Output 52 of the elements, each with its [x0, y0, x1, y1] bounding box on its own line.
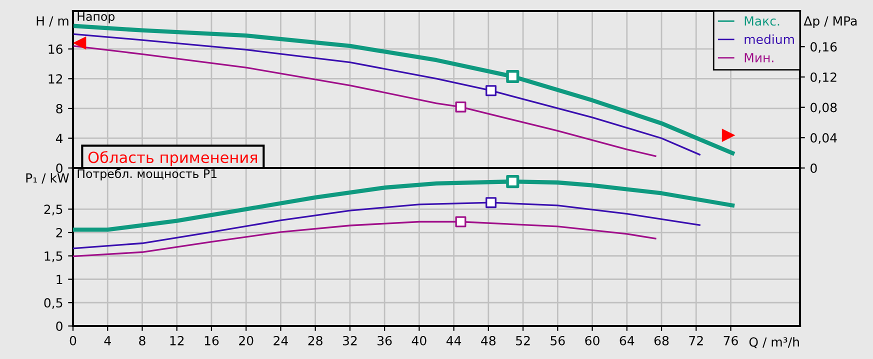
legend-label: Макс. — [744, 16, 780, 26]
point — [455, 101, 466, 112]
x-tick-label: 40 — [412, 336, 426, 346]
annotation: Область применения — [88, 151, 258, 166]
x-tick-label: 60 — [585, 336, 600, 346]
y-tick-label: 8 — [56, 104, 62, 114]
y-axis-title: P₁ / kW — [26, 173, 69, 184]
y-tick-label: 16 — [48, 44, 62, 54]
point — [506, 70, 520, 84]
y-tick-label: 0 — [56, 321, 62, 331]
y2-tick-label: 0 — [810, 163, 817, 173]
y-tick-label: 0,5 — [44, 298, 62, 309]
y-tick-label: 1,5 — [44, 252, 62, 262]
x-tick-label: 28 — [308, 336, 322, 346]
point — [506, 175, 520, 188]
point — [455, 216, 466, 228]
y-tick-label: 4 — [56, 134, 63, 143]
x-tick-label: 76 — [724, 336, 738, 346]
y-tick-label: 0 — [56, 163, 62, 173]
x-tick-label: 24 — [274, 336, 288, 346]
x-tick-label: 36 — [378, 336, 392, 346]
y2-tick-label: 0,12 — [810, 72, 836, 84]
point — [486, 197, 497, 208]
y-tick-label: 12 — [48, 74, 62, 84]
y2-tick-label: 0,04 — [810, 133, 837, 144]
x-tick-label: 0 — [70, 336, 76, 346]
annotation: Напор — [78, 12, 115, 24]
point — [486, 85, 497, 96]
y2-tick-label: 0,08 — [810, 102, 837, 114]
x-tick-label: 68 — [654, 336, 669, 346]
x-tick-label: 8 — [139, 336, 146, 346]
x-tick-label: 64 — [620, 336, 634, 346]
x-tick-label: 20 — [239, 336, 254, 346]
x-tick-label: 32 — [342, 336, 357, 346]
x-tick-label: 72 — [689, 336, 703, 346]
y-axis-title: H / m — [36, 16, 68, 27]
x-tick-label: 56 — [550, 336, 565, 346]
y-tick-label: 2 — [56, 228, 62, 238]
annotation: Потребл. мощность P1 — [78, 168, 217, 180]
legend-label: Мин. — [744, 53, 774, 62]
legend-label: medium — [744, 34, 794, 44]
x-tick-label: 48 — [481, 336, 496, 346]
y-tick-label: 2,5 — [44, 204, 62, 216]
x-tick-label: 4 — [104, 336, 111, 346]
x-tick-label: 12 — [170, 336, 184, 346]
x-tick-label: 16 — [204, 336, 219, 346]
y-tick-label: 1 — [56, 274, 62, 284]
y2-tick-label: 0,16 — [810, 42, 837, 53]
x-axis-title: Q / m³/h — [749, 337, 799, 348]
x-tick-label: 52 — [516, 336, 530, 346]
x-tick-label: 44 — [446, 336, 462, 346]
y2-axis-title: Δp / MPa — [804, 16, 857, 28]
